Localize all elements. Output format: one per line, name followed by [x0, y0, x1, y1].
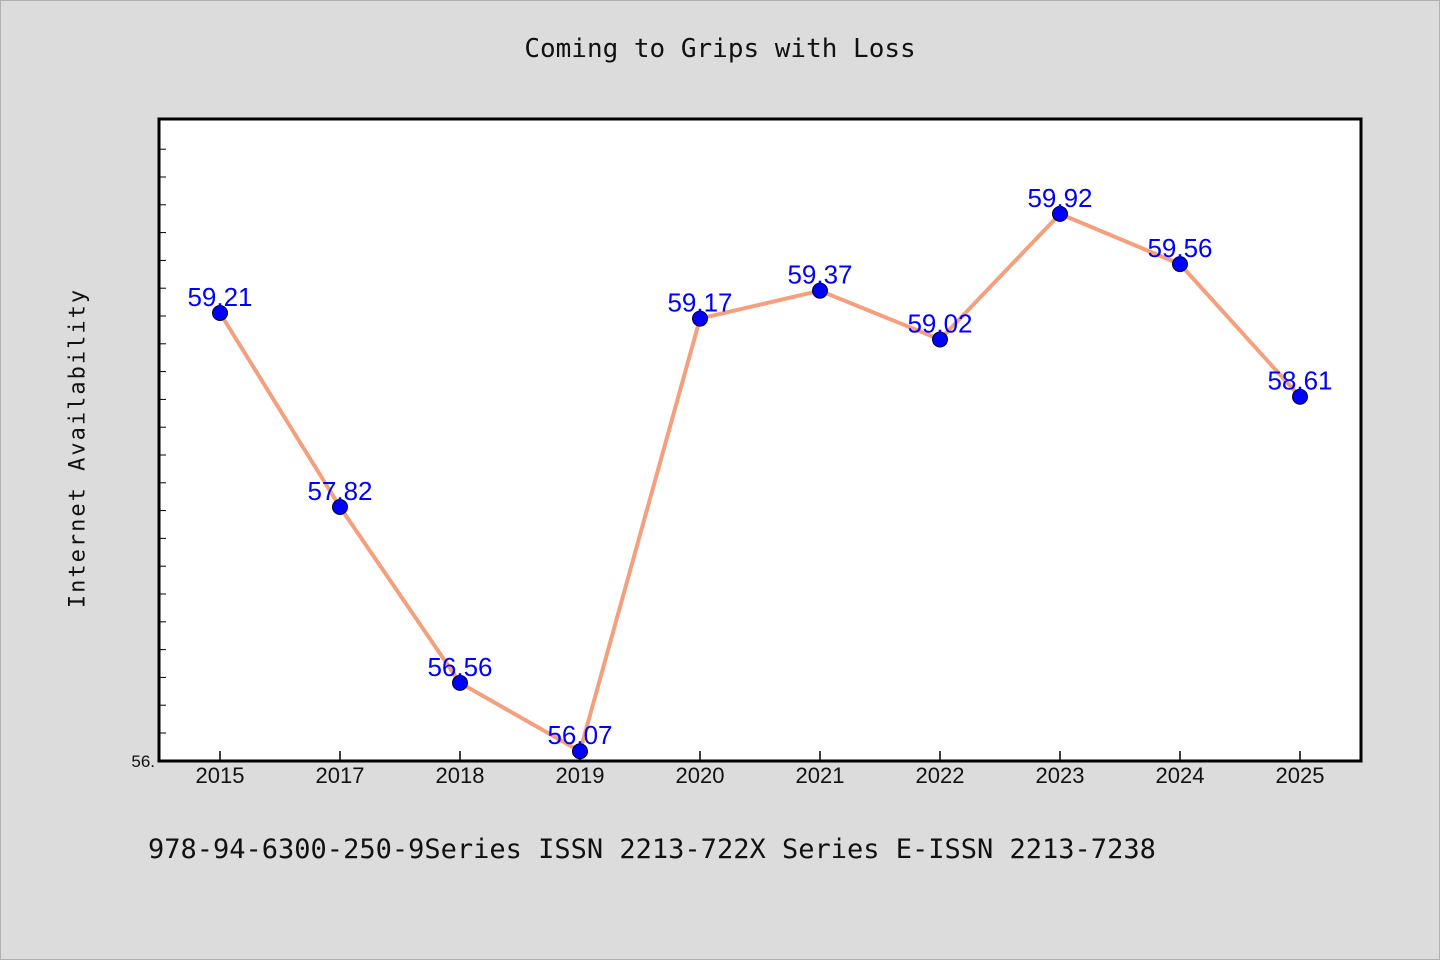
x-axis-ticks: 2015 2017 2018 2019 2020 2021 2022 2023 2024 2025	[196, 751, 1325, 788]
plot-frame	[157, 117, 1363, 763]
data-point	[1292, 388, 1308, 405]
x-tick-label: 2015	[196, 763, 245, 788]
x-tick-label: 2022	[916, 763, 965, 788]
data-label: 59.56	[1147, 233, 1212, 263]
data-point	[692, 310, 708, 327]
data-label: 59.21	[187, 282, 252, 312]
data-point	[452, 674, 468, 691]
data-label: 59.37	[787, 260, 852, 290]
x-tick-label: 2019	[556, 763, 605, 788]
x-tick-label: 2020	[676, 763, 725, 788]
data-label: 56.07	[547, 720, 612, 750]
chart-title: Coming to Grips with Loss	[524, 34, 916, 64]
data-label: 59.92	[1027, 183, 1092, 213]
data-label: 59.17	[667, 288, 732, 318]
series-line	[218, 211, 1302, 754]
data-point	[572, 743, 588, 760]
x-tick-label: 2023	[1036, 763, 1085, 788]
data-point	[212, 304, 228, 321]
x-tick-label: 2021	[796, 763, 845, 788]
data-point	[932, 331, 948, 348]
plot-area	[159, 119, 1361, 761]
data-label: 58.61	[1267, 366, 1332, 396]
y-tick-label: 56.	[131, 752, 155, 771]
data-label: 57.82	[307, 476, 372, 506]
series-group: 59.21 57.82 56.56 56.07 59.17 59.37 59.02 59.92…	[187, 183, 1333, 760]
x-tick-label: 2018	[436, 763, 485, 788]
data-label: 56.56	[427, 652, 492, 682]
x-tick-label: 2017	[316, 763, 365, 788]
data-point	[812, 282, 828, 299]
data-point	[1172, 256, 1188, 273]
footer-isbn-issn: 978-94-6300-250-9Series ISSN 2213-722X S…	[148, 834, 1156, 865]
data-point	[1052, 205, 1068, 222]
data-point	[332, 498, 348, 515]
x-tick-label: 2024	[1156, 763, 1205, 788]
data-label: 59.02	[907, 309, 972, 339]
x-tick-label: 2025	[1276, 763, 1325, 788]
